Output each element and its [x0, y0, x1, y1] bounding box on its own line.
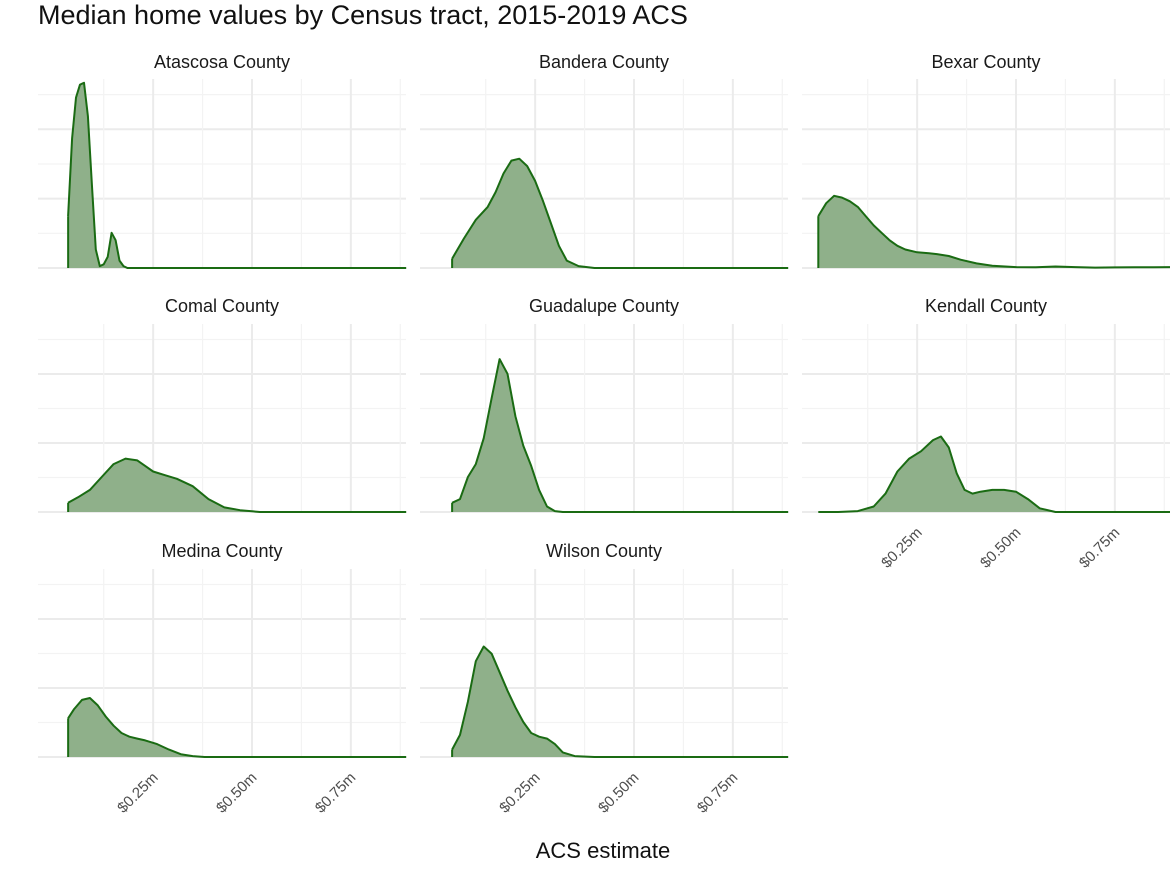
density-line: [817, 194, 1170, 269]
facet-panels: Atascosa County Bandera County Bexar Count…: [38, 52, 1170, 817]
x-tick-label: $0.75m: [312, 769, 359, 816]
x-axis-label: ACS estimate: [536, 838, 671, 863]
density-line: [451, 358, 789, 513]
x-tick-label: $0.50m: [213, 769, 260, 816]
facet-strip-label: Medina County: [161, 541, 282, 561]
chart-title: Median home values by Census tract, 2015…: [38, 0, 688, 30]
x-tick-label: $0.25m: [878, 524, 925, 571]
facet-panel: Kendall County $0.25m $0.50m $0.75m: [802, 296, 1170, 572]
density-area: [68, 698, 407, 757]
x-tick-label: $0.75m: [1076, 524, 1123, 571]
x-tick-label: $0.50m: [595, 769, 642, 816]
density-line: [818, 435, 1170, 513]
density-line: [67, 697, 407, 758]
density-area: [818, 436, 1170, 512]
facet-panel: Bexar County: [802, 52, 1170, 269]
facet-panel: Medina County $0.25m $0.50m $0.75m: [38, 541, 407, 817]
density-line: [451, 157, 789, 269]
facet-panel: Atascosa County: [38, 52, 407, 269]
density-area: [68, 82, 407, 268]
facet-panel: Comal County: [38, 296, 407, 513]
facet-strip-label: Bexar County: [931, 52, 1040, 72]
facet-strip-label: Atascosa County: [154, 52, 290, 72]
x-tick-label: $0.50m: [977, 524, 1024, 571]
x-tick-label: $0.75m: [694, 769, 741, 816]
density-line: [451, 645, 789, 758]
facet-panel: Wilson County $0.25m $0.50m $0.75m: [420, 541, 789, 817]
facet-panel: Guadalupe County: [420, 296, 789, 513]
x-tick-label: $0.25m: [114, 769, 161, 816]
facet-panel: Bandera County: [420, 52, 789, 269]
density-line: [67, 457, 407, 513]
facet-strip-label: Guadalupe County: [529, 296, 679, 316]
facet-strip-label: Wilson County: [546, 541, 662, 561]
facet-strip-label: Comal County: [165, 296, 279, 316]
density-line: [67, 81, 407, 269]
facet-strip-label: Kendall County: [925, 296, 1047, 316]
density-area: [818, 195, 1170, 268]
density-area: [452, 359, 789, 512]
density-area: [452, 646, 789, 757]
facet-strip-label: Bandera County: [539, 52, 669, 72]
x-tick-label: $0.25m: [496, 769, 543, 816]
density-area: [68, 458, 407, 512]
